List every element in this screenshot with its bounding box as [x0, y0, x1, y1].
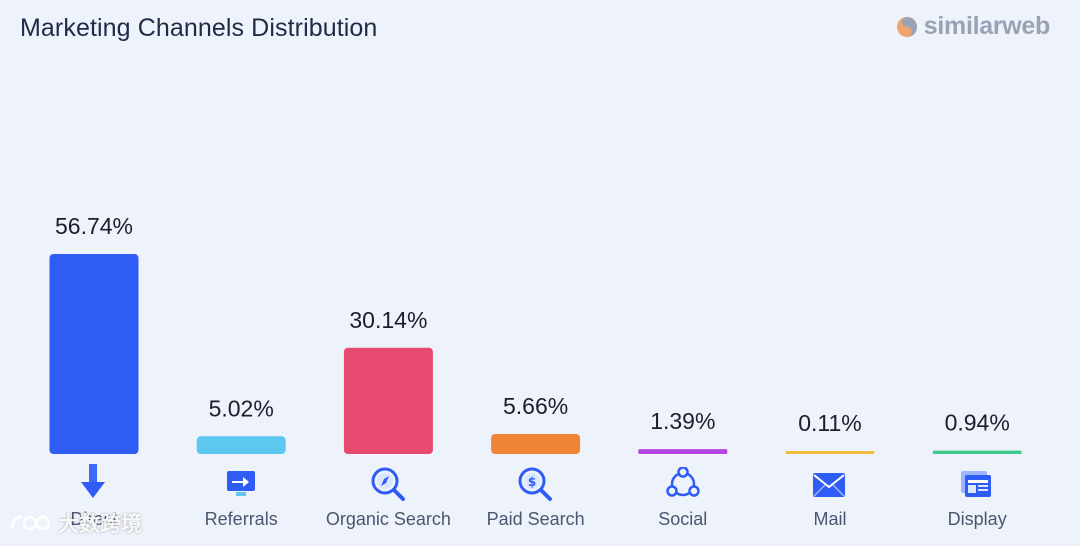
watermark-text: 大数跨境 [58, 513, 142, 536]
category-label-direct: Direct [70, 509, 118, 529]
browser-window-icon [961, 471, 991, 497]
bar-social [638, 449, 728, 454]
value-label-referrals: 5.02% [209, 395, 274, 421]
monitor-arrow-icon [227, 471, 255, 496]
category-label-social: Social [658, 509, 708, 529]
category-label-paid-search: Paid Search [486, 509, 585, 529]
arrow-down-icon [81, 464, 105, 498]
envelope-icon [813, 473, 845, 497]
brand-logo: similarweb [896, 12, 1050, 41]
bar-organic-search [343, 347, 433, 454]
watermark-logo-icon [10, 515, 51, 531]
bar-mail [785, 451, 875, 454]
bar-display [932, 450, 1022, 454]
value-label-display: 0.94% [945, 410, 1010, 436]
chart-title: Marketing Channels Distribution [20, 14, 378, 42]
value-label-direct: 56.74% [55, 213, 133, 239]
bar-referrals [196, 436, 286, 454]
brand-name: similarweb [923, 12, 1051, 40]
share-network-icon [666, 467, 700, 497]
similarweb-logo-icon [896, 16, 917, 37]
category-label-mail: Mail [813, 509, 847, 529]
category-label-referrals: Referrals [204, 509, 278, 529]
category-label-organic-search: Organic Search [325, 509, 451, 529]
bar-direct [49, 254, 139, 454]
watermark: 大数跨境 [8, 508, 142, 538]
svg-text:$: $ [528, 475, 536, 489]
value-label-paid-search: 5.66% [503, 393, 568, 419]
value-label-organic-search: 30.14% [349, 307, 427, 333]
dollar-search-icon: $ [518, 467, 552, 501]
bar-paid-search [491, 434, 581, 454]
value-label-social: 1.39% [650, 408, 715, 434]
value-label-mail: 0.11% [798, 410, 862, 436]
category-label-display: Display [947, 509, 1007, 529]
compass-search-icon [371, 467, 405, 501]
